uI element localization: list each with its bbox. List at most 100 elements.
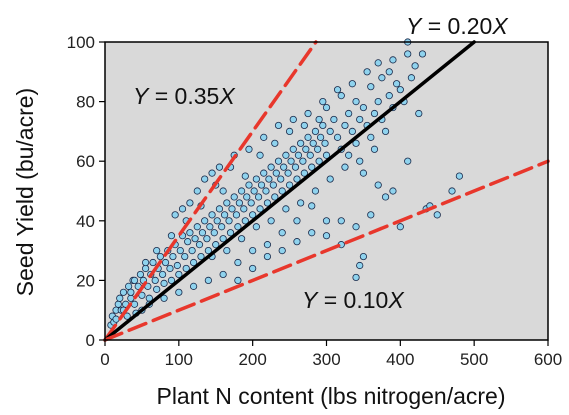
data-point <box>374 98 382 106</box>
data-point <box>215 205 224 213</box>
data-point <box>190 258 198 267</box>
equation-labels: Y = 0.35X Y = 0.20X Y = 0.10X <box>133 13 509 313</box>
data-point <box>215 163 224 171</box>
data-point <box>396 223 404 231</box>
data-point <box>448 187 456 195</box>
data-point <box>326 127 334 135</box>
data-point <box>341 121 349 130</box>
data-point <box>389 56 397 64</box>
data-point <box>173 261 181 270</box>
data-point <box>156 252 164 261</box>
data-point <box>308 202 316 210</box>
data-point <box>225 217 233 225</box>
data-point <box>315 157 323 165</box>
data-point <box>287 157 295 165</box>
data-point <box>333 86 342 94</box>
data-point <box>176 247 184 255</box>
data-point <box>352 139 360 147</box>
data-point <box>219 235 227 243</box>
data-point <box>389 187 397 195</box>
data-point <box>223 247 231 255</box>
data-point <box>243 193 251 201</box>
data-point <box>407 74 416 82</box>
data-point <box>262 187 270 195</box>
data-point <box>294 151 303 159</box>
data-point <box>411 62 419 70</box>
data-point <box>234 276 242 284</box>
data-point <box>226 229 235 237</box>
data-point <box>167 276 176 284</box>
data-point <box>314 145 322 153</box>
data-point <box>367 211 375 219</box>
data-point <box>188 247 196 255</box>
data-point <box>393 80 401 88</box>
data-point <box>381 127 390 135</box>
data-point <box>153 285 161 293</box>
data-point <box>203 235 211 243</box>
data-point <box>311 187 320 195</box>
data-point <box>363 68 371 76</box>
data-point <box>136 270 145 279</box>
trend-line-0 <box>103 40 318 342</box>
data-point <box>235 199 243 207</box>
data-point <box>252 175 260 183</box>
data-point <box>302 145 310 153</box>
data-point <box>285 127 294 135</box>
data-point <box>291 163 300 171</box>
data-point <box>289 145 297 153</box>
data-point <box>284 169 292 177</box>
data-point <box>213 217 221 225</box>
data-point <box>245 145 253 153</box>
data-point <box>348 80 356 88</box>
data-point <box>169 252 177 261</box>
data-point <box>297 139 305 147</box>
data-point <box>247 199 255 207</box>
data-point <box>219 187 227 195</box>
data-point <box>267 163 275 171</box>
data-point <box>114 300 122 308</box>
data-point <box>304 109 312 118</box>
data-point <box>166 264 174 273</box>
data-point <box>167 232 176 240</box>
data-point <box>142 264 150 273</box>
data-point <box>396 86 404 94</box>
data-point <box>208 169 216 177</box>
data-point <box>206 223 214 231</box>
data-point <box>278 247 286 255</box>
data-point <box>315 115 323 124</box>
data-point <box>201 217 209 225</box>
data-point <box>282 151 290 159</box>
data-point <box>249 211 257 219</box>
data-point <box>308 229 316 237</box>
data-point <box>277 175 285 183</box>
data-point <box>201 175 209 183</box>
x-tick-label: 400 <box>386 350 414 369</box>
data-point <box>252 223 260 231</box>
data-point <box>293 175 301 183</box>
data-point <box>316 133 325 141</box>
data-point <box>300 121 308 130</box>
data-point <box>149 258 157 267</box>
data-point <box>293 217 301 225</box>
data-point <box>249 247 257 255</box>
data-point <box>370 109 379 118</box>
data-point <box>278 187 286 195</box>
data-points <box>107 38 463 329</box>
data-point <box>282 205 290 213</box>
data-point <box>385 92 393 100</box>
data-point <box>352 273 360 282</box>
y-tick-label: 0 <box>86 331 95 350</box>
x-axis-ticks: 0 100 200 300 400 500 600 <box>100 340 562 369</box>
data-point <box>337 217 345 225</box>
x-tick-label: 300 <box>312 350 340 369</box>
data-point <box>322 151 331 159</box>
data-point <box>300 169 308 177</box>
data-point <box>322 103 331 112</box>
data-point <box>381 193 390 201</box>
data-point <box>304 133 312 141</box>
data-point <box>127 288 135 296</box>
data-point <box>260 133 268 141</box>
data-point <box>223 199 231 207</box>
data-point <box>208 211 216 219</box>
trend-line-2 <box>103 159 550 342</box>
